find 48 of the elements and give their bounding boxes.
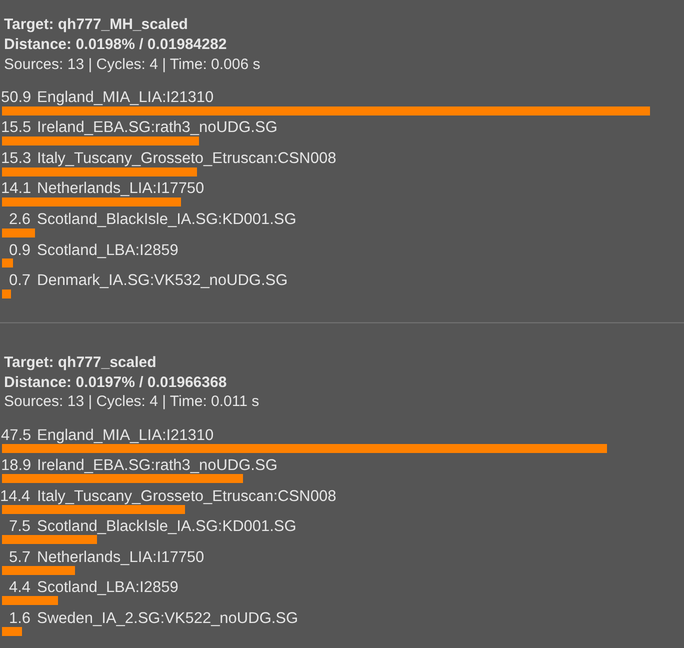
category-label: Netherlands_LIA:I17750: [37, 180, 204, 197]
category-label: Scotland_BlackIsle_IA.SG:KD001.SG: [37, 518, 296, 535]
category-label: Scotland_LBA:I2859: [37, 579, 178, 596]
data-label: 15.5: [1, 119, 32, 136]
category-label: England_MIA_LIA:I21310: [37, 89, 214, 106]
bar: [2, 627, 22, 636]
data-label: 1.6: [9, 610, 31, 627]
data-label: 50.9: [1, 89, 32, 106]
data-label: 15.3: [1, 150, 32, 167]
bar: [2, 289, 11, 298]
source-note: Sources: 13 | Cycles: 4 | Time: 0.006 s: [4, 56, 260, 73]
data-label: 2.6: [9, 211, 31, 228]
category-label: England_MIA_LIA:I21310: [37, 427, 214, 444]
chart-title: Target: qh777_MH_scaled: [4, 16, 188, 33]
chart-subtitle: Distance: 0.0198% / 0.01984282: [4, 36, 227, 53]
category-label: Netherlands_LIA:I17750: [37, 549, 204, 566]
data-label: 7.5: [9, 518, 31, 535]
bar: [2, 505, 185, 514]
category-label: Italy_Tuscany_Grosseto_Etruscan:CSN008: [37, 150, 336, 167]
data-label: 5.7: [9, 549, 31, 566]
data-label: 47.5: [1, 427, 32, 444]
category-label: Denmark_IA.SG:VK532_noUDG.SG: [37, 272, 288, 289]
data-label: 0.9: [9, 242, 31, 259]
bar: [2, 596, 58, 605]
category-label: Italy_Tuscany_Grosseto_Etruscan:CSN008: [37, 488, 336, 505]
data-label: 4.4: [9, 579, 31, 596]
bar: [2, 228, 35, 238]
category-label: Scotland_BlackIsle_IA.SG:KD001.SG: [37, 211, 296, 228]
chart-title: Target: qh777_scaled: [4, 354, 156, 371]
data-label: 18.9: [1, 457, 32, 474]
category-label: Sweden_IA_2.SG:VK522_noUDG.SG: [37, 610, 298, 627]
data-label: 14.1: [1, 180, 32, 197]
bar: [2, 566, 75, 575]
category-label: Scotland_LBA:I2859: [37, 242, 178, 259]
data-label: 14.4: [0, 488, 31, 505]
chart-subtitle: Distance: 0.0197% / 0.01966368: [4, 374, 227, 391]
bar: [2, 474, 243, 483]
bar: [2, 167, 197, 176]
category-label: Ireland_EBA.SG:rath3_noUDG.SG: [37, 119, 278, 136]
source-note: Sources: 13 | Cycles: 4 | Time: 0.011 s: [4, 393, 260, 410]
bar: [2, 258, 13, 268]
bar: [2, 106, 650, 116]
bar: [2, 197, 181, 206]
data-label: 0.7: [9, 272, 31, 289]
bar: [2, 444, 607, 453]
bar: [2, 535, 97, 544]
bar: [2, 136, 199, 146]
category-label: Ireland_EBA.SG:rath3_noUDG.SG: [37, 457, 278, 474]
